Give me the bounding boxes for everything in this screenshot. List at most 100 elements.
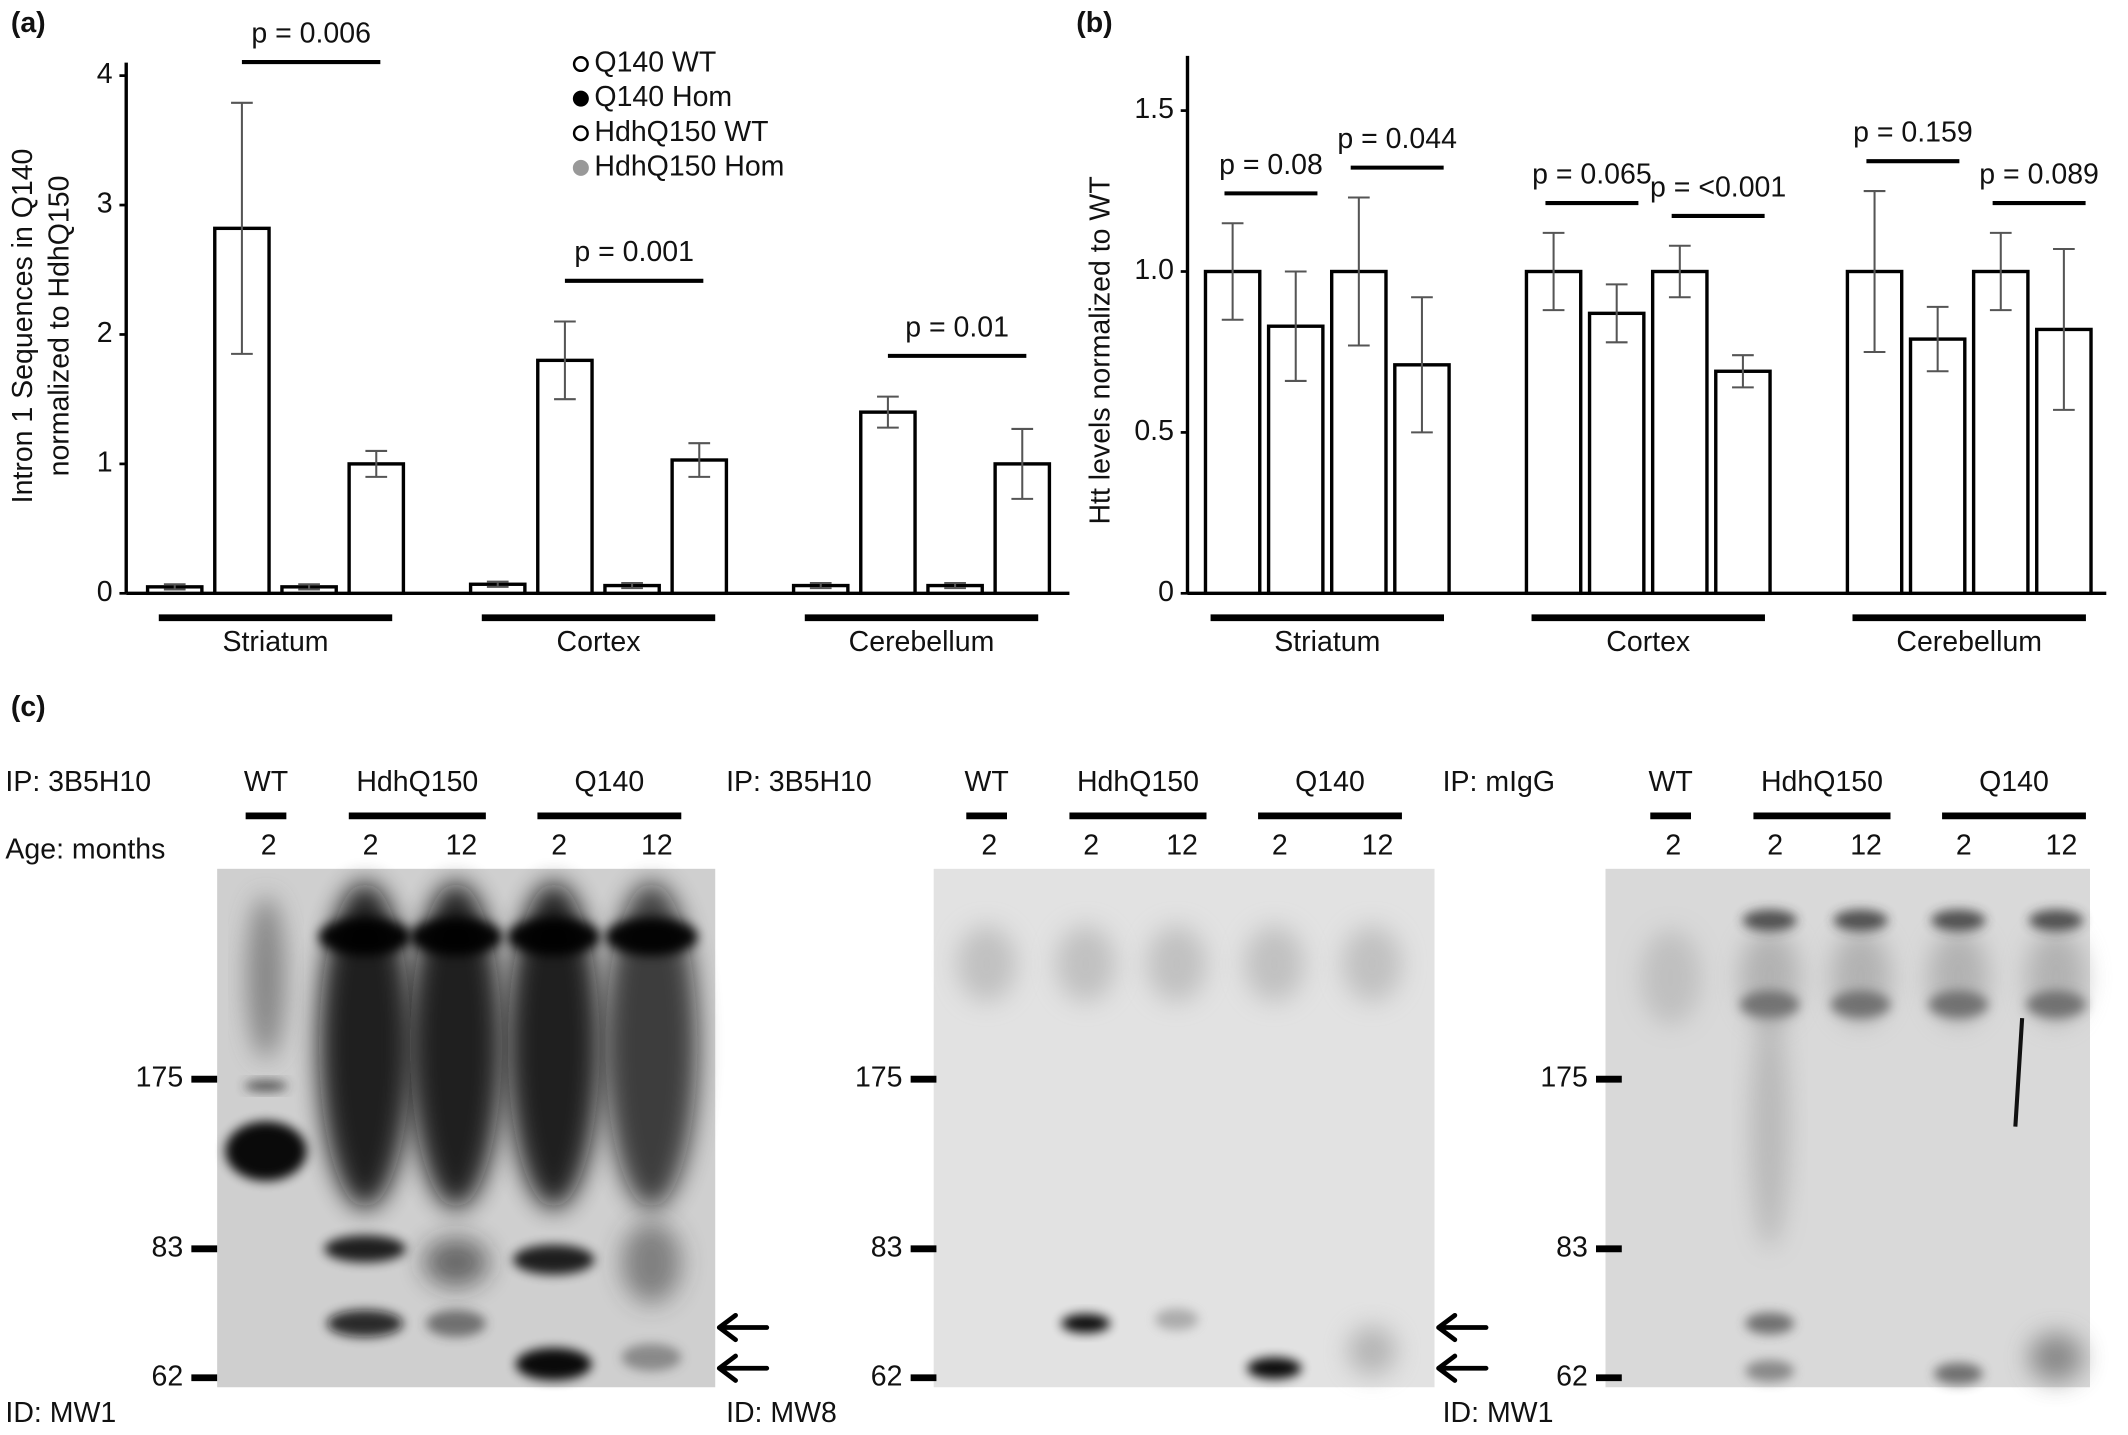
error-bar — [163, 583, 186, 591]
age-value: 12 — [1362, 830, 1394, 862]
y-tick-label: 1.0 — [1134, 254, 1174, 286]
age-value: 2 — [1272, 830, 1288, 862]
blot-band — [1640, 929, 1701, 1025]
blot-band — [513, 1244, 595, 1275]
mw-marker: 62 — [152, 1360, 184, 1392]
blot-band — [1742, 909, 1797, 932]
blot-scratch — [2013, 1017, 2025, 1127]
age-value: 12 — [641, 830, 673, 862]
p-value: p = 0.089 — [1979, 158, 2099, 190]
group-label: HdhQ150 — [1761, 766, 1883, 798]
age-value: 2 — [1767, 830, 1783, 862]
error-bar — [1989, 231, 2012, 312]
mw-marker: 175 — [855, 1062, 903, 1094]
bar — [670, 458, 729, 596]
blot — [1605, 868, 2090, 1388]
mw-marker: 83 — [152, 1231, 184, 1263]
p-value: p = 0.001 — [574, 236, 694, 268]
y-tick-label: 3 — [97, 188, 113, 220]
blot-band — [318, 917, 412, 956]
legend-label: Q140 Hom — [594, 81, 732, 113]
blot-band — [409, 917, 503, 956]
blot-band — [1061, 1313, 1111, 1333]
legend-label: Q140 WT — [594, 47, 716, 79]
detection-label: ID: MW1 — [1443, 1397, 1554, 1429]
age-value: 2 — [981, 830, 997, 862]
legend-label: HdhQ150 WT — [594, 116, 768, 148]
error-bar — [2053, 247, 2075, 411]
blot-band — [956, 925, 1017, 1002]
blot-band — [507, 917, 600, 956]
blot — [217, 868, 716, 1388]
blot-band — [1745, 1312, 1795, 1335]
blot-band — [327, 1309, 404, 1338]
y-tick-label: 1.5 — [1134, 93, 1174, 125]
error-bar — [1221, 222, 1244, 321]
error-bar — [1605, 283, 1628, 344]
blot-band — [1933, 1362, 1983, 1385]
error-bar — [944, 581, 966, 590]
detection-label: ID: MW8 — [726, 1397, 837, 1429]
y-axis-label: Intron 1 Sequences in Q140 — [7, 149, 39, 504]
bar — [347, 462, 406, 596]
bar — [1650, 269, 1709, 596]
p-value: p = <0.001 — [1650, 171, 1786, 203]
age-value: 12 — [2046, 830, 2078, 862]
legend-marker — [572, 159, 589, 176]
bar — [1971, 269, 2030, 596]
error-bar — [1668, 244, 1691, 299]
legend-marker — [572, 90, 589, 107]
y-axis-label: normalized to HdhQ150 — [44, 176, 76, 477]
bar — [1203, 269, 1262, 596]
blot-band — [318, 882, 412, 1209]
blot-band — [605, 882, 698, 1209]
blot-band — [426, 1309, 486, 1338]
panel-label: (a) — [11, 7, 46, 39]
ip-label: IP: 3B5H10 — [726, 766, 872, 798]
group-label: Q140 — [575, 766, 645, 798]
error-bar — [486, 580, 509, 588]
mw-marker: 62 — [871, 1360, 903, 1392]
y-axis-label: Htt levels normalized to WT — [1085, 176, 1117, 524]
age-value: 2 — [261, 830, 277, 862]
blot-band — [1830, 990, 1891, 1019]
ip-label: IP: 3B5H10 — [5, 766, 151, 798]
blot-band — [1342, 925, 1402, 1002]
blot-band — [225, 1121, 307, 1181]
group-label: WT — [964, 766, 1008, 798]
age-value: 2 — [1083, 830, 1099, 862]
p-value: p = 0.08 — [1219, 149, 1323, 181]
error-bar — [621, 581, 643, 590]
error-bar — [1542, 231, 1565, 312]
error-bar — [1863, 190, 1886, 353]
blot-band — [1247, 1357, 1302, 1380]
error-bar — [1284, 270, 1307, 382]
arrow — [1436, 1312, 1489, 1343]
blot-band — [621, 1343, 682, 1371]
error-bar — [1011, 427, 1034, 500]
bar — [1908, 337, 1967, 596]
y-tick-label: 0 — [97, 576, 113, 608]
detection-label: ID: MW1 — [5, 1397, 116, 1429]
blot-band — [605, 917, 698, 956]
y-tick-label: 1 — [97, 446, 113, 478]
bar — [1714, 369, 1772, 596]
group-label: HdhQ150 — [356, 766, 478, 798]
blot-band — [324, 1235, 406, 1263]
mw-marker: 83 — [1556, 1231, 1588, 1263]
panel-label: (c) — [11, 691, 46, 723]
arrow — [716, 1353, 770, 1383]
blot-band — [1931, 909, 1986, 932]
p-value: p = 0.044 — [1337, 123, 1457, 155]
blot-band — [1347, 1326, 1397, 1376]
error-bar — [231, 101, 253, 355]
error-bar — [1732, 354, 1754, 389]
error-bar — [298, 583, 320, 591]
blot-band — [247, 895, 285, 1059]
y-tick-label: 0.5 — [1134, 415, 1174, 447]
blot-band — [423, 1237, 489, 1287]
legend-marker — [572, 56, 589, 73]
blot-band — [1750, 1004, 1789, 1249]
